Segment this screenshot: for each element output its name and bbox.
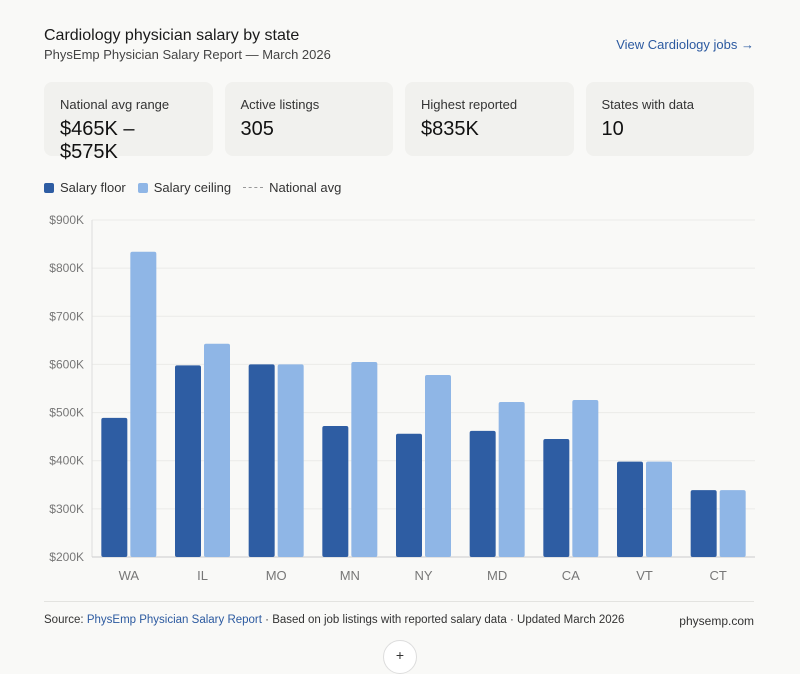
- bar-floor-ny: [396, 433, 422, 557]
- legend-swatch-floor: [44, 182, 54, 193]
- bar-ceiling-il: [204, 343, 230, 557]
- stat-card: National avg range $465K – $575K: [44, 82, 213, 163]
- plus-button[interactable]: +: [383, 640, 417, 674]
- y-tick-label: $400K: [49, 454, 84, 468]
- bar-floor-mn: [322, 426, 349, 557]
- stat-value: $835K: [421, 118, 479, 140]
- stat-card: Highest reported $835K: [405, 82, 574, 156]
- source-note: · Based on job listings with reported sa…: [261, 614, 625, 626]
- bar-ceiling-wa: [130, 251, 157, 557]
- bar-chart: $200K $300K $400K $500K $600K $700K $800K $900K…: [49, 213, 755, 583]
- y-tick-label: $600K: [49, 357, 84, 371]
- bar-ceiling-vt: [646, 461, 672, 557]
- bar-ceiling-md: [498, 401, 525, 557]
- stat-label: National avg range: [60, 97, 170, 112]
- footer-domain: physemp.com: [679, 614, 754, 628]
- y-tick-label: $200K: [49, 550, 84, 564]
- legend-label-ceiling: Salary ceiling: [153, 180, 232, 195]
- page-title: Cardiology physician salary by state: [44, 27, 300, 44]
- source-link[interactable]: PhysEmp Physician Salary Report: [86, 614, 262, 626]
- bar-ceiling-ca: [572, 400, 599, 557]
- bar-floor-mo: [248, 364, 275, 557]
- legend-label-national: National avg: [269, 180, 342, 195]
- view-jobs-link[interactable]: View Cardiology jobs →: [616, 37, 754, 52]
- x-tick-label: MD: [487, 568, 507, 583]
- x-tick-label: MO: [266, 568, 287, 583]
- stat-card: States with data 10: [585, 82, 754, 156]
- x-tick-label: VT: [636, 568, 653, 583]
- y-tick-label: $700K: [49, 309, 84, 323]
- stat-cards: National avg range $465K – $575K Active l…: [44, 82, 754, 163]
- stat-label: Active listings: [240, 97, 320, 112]
- chart-legend: Salary floor Salary ceiling National avg: [44, 180, 341, 195]
- bar-ceiling-mn: [351, 362, 378, 557]
- x-tick-label: CA: [562, 568, 580, 583]
- source-prefix: Source:: [44, 614, 87, 626]
- bar-floor-vt: [617, 461, 643, 557]
- bar-floor-il: [175, 365, 201, 557]
- x-tick-label: CT: [709, 568, 726, 583]
- footer-divider: [44, 601, 754, 602]
- bar-floor-ca: [543, 439, 570, 557]
- y-tick-label: $500K: [49, 406, 84, 420]
- x-tick-label: IL: [197, 568, 208, 583]
- page-subtitle: PhysEmp Physician Salary Report — March …: [44, 47, 331, 62]
- bar-ceiling-ct: [719, 490, 746, 557]
- legend-label-floor: Salary floor: [60, 180, 126, 195]
- stat-value: $465K – $575K: [60, 118, 135, 163]
- x-tick-label: WA: [119, 568, 140, 583]
- bar-ceiling-ny: [425, 375, 451, 557]
- stat-value: 305: [240, 118, 274, 140]
- legend-dash-national: [243, 187, 264, 188]
- legend-swatch-ceiling: [137, 182, 148, 193]
- x-tick-label: NY: [414, 568, 432, 583]
- bar-floor-wa: [101, 417, 128, 557]
- y-tick-label: $900K: [49, 213, 84, 227]
- stat-label: States with data: [601, 97, 695, 112]
- stat-label: Highest reported: [421, 97, 518, 112]
- stat-value: 10: [601, 118, 624, 140]
- bar-ceiling-mo: [277, 364, 304, 557]
- x-tick-label: MN: [340, 568, 360, 583]
- y-tick-label: $800K: [49, 261, 84, 275]
- footer-source: Source: PhysEmp Physician Salary Report …: [44, 614, 624, 626]
- bar-floor-ct: [690, 490, 717, 557]
- y-tick-label: $300K: [49, 502, 84, 516]
- stat-card: Active listings 305: [224, 82, 393, 156]
- bar-floor-md: [469, 430, 496, 557]
